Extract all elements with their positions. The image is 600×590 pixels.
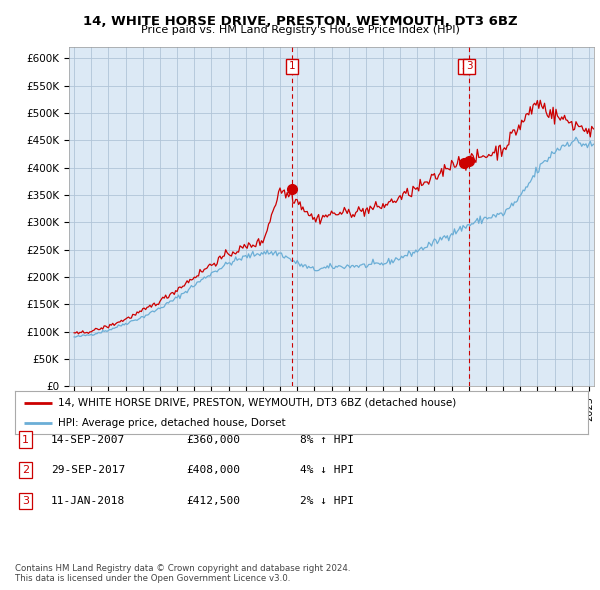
Text: 3: 3 [466,61,473,71]
Text: Contains HM Land Registry data © Crown copyright and database right 2024.
This d: Contains HM Land Registry data © Crown c… [15,563,350,583]
Text: Price paid vs. HM Land Registry's House Price Index (HPI): Price paid vs. HM Land Registry's House … [140,25,460,35]
Text: 14, WHITE HORSE DRIVE, PRESTON, WEYMOUTH, DT3 6BZ: 14, WHITE HORSE DRIVE, PRESTON, WEYMOUTH… [83,15,517,28]
Text: 4% ↓ HPI: 4% ↓ HPI [300,466,354,475]
Text: 8% ↑ HPI: 8% ↑ HPI [300,435,354,444]
Text: HPI: Average price, detached house, Dorset: HPI: Average price, detached house, Dors… [58,418,286,428]
Text: 2% ↓ HPI: 2% ↓ HPI [300,496,354,506]
Text: 1: 1 [289,61,296,71]
Text: £408,000: £408,000 [186,466,240,475]
Text: 29-SEP-2017: 29-SEP-2017 [51,466,125,475]
Text: 2: 2 [22,466,29,475]
Text: 14-SEP-2007: 14-SEP-2007 [51,435,125,444]
Text: 3: 3 [22,496,29,506]
Text: 2: 2 [461,61,467,71]
Text: £360,000: £360,000 [186,435,240,444]
Text: 11-JAN-2018: 11-JAN-2018 [51,496,125,506]
Text: 1: 1 [22,435,29,444]
Text: 14, WHITE HORSE DRIVE, PRESTON, WEYMOUTH, DT3 6BZ (detached house): 14, WHITE HORSE DRIVE, PRESTON, WEYMOUTH… [58,398,456,408]
Text: £412,500: £412,500 [186,496,240,506]
